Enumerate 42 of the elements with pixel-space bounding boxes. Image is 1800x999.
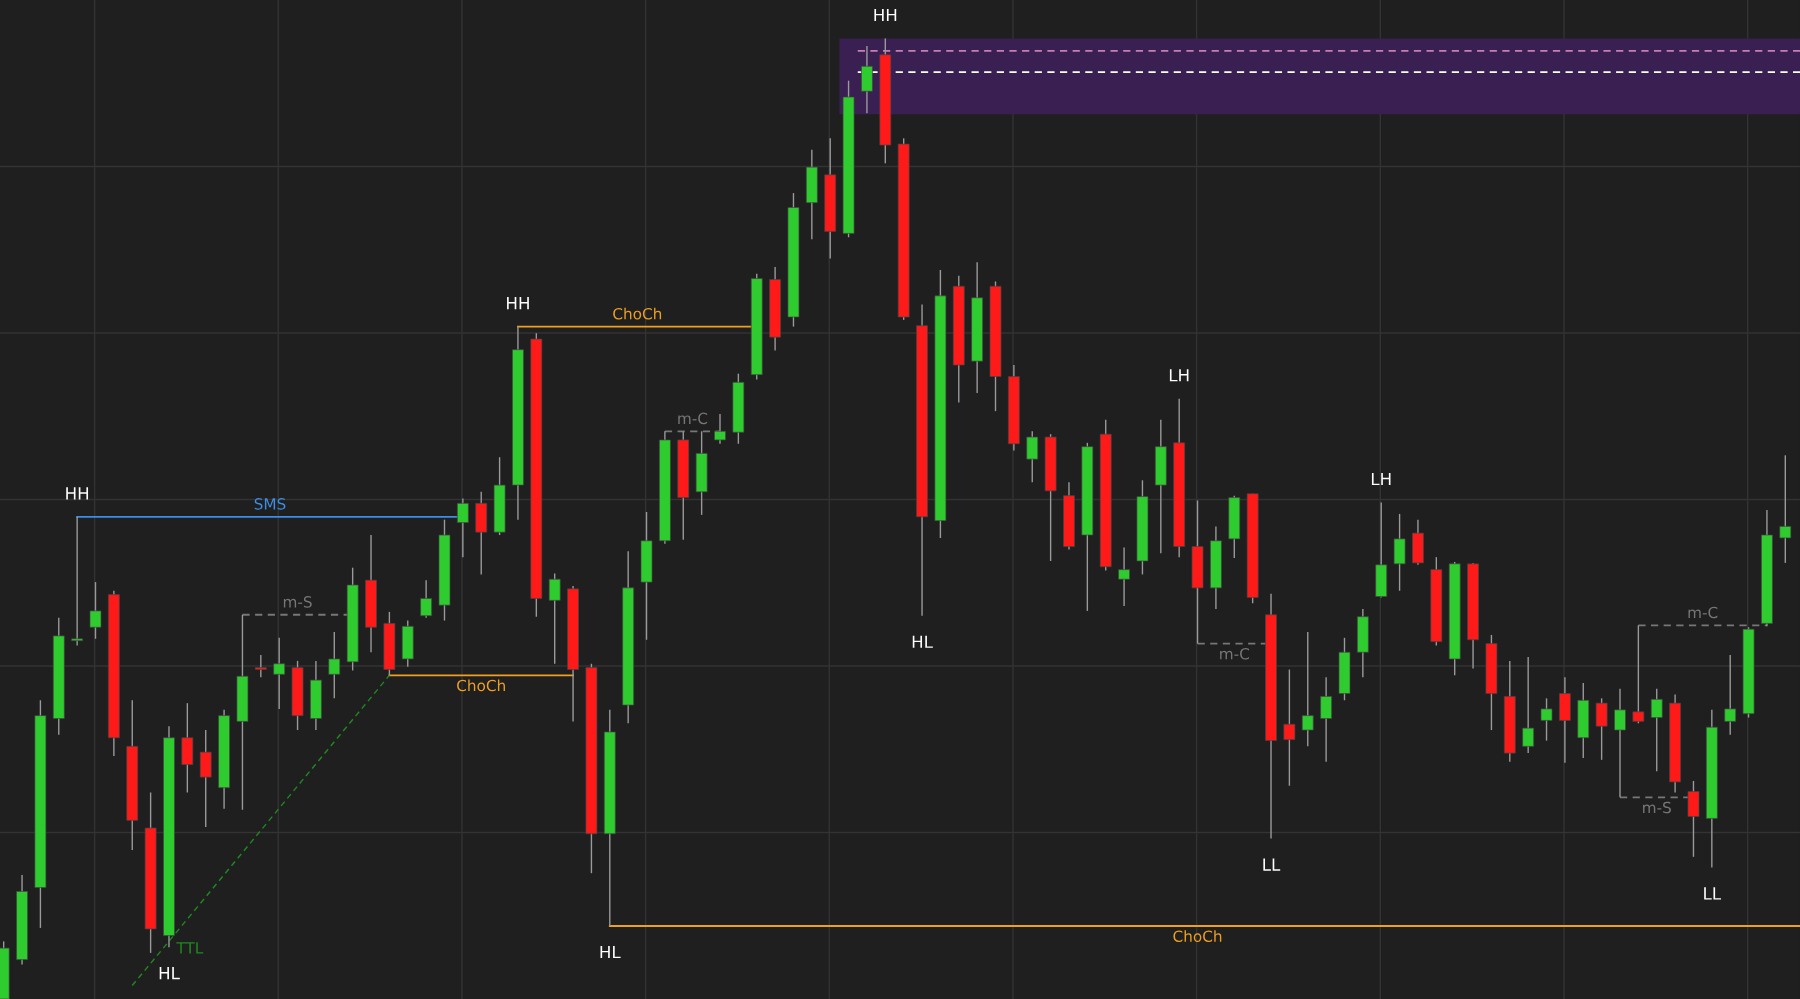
candlestick	[1724, 654, 1737, 736]
annotation: HL	[159, 967, 180, 980]
ref-line-label: m-S	[283, 596, 312, 608]
ref-line-label: m-S	[1643, 801, 1671, 814]
candlestick	[71, 516, 83, 647]
ref-line-label: m-C	[678, 412, 708, 425]
candlestick	[548, 572, 561, 665]
candlestick	[420, 579, 432, 619]
candlestick	[89, 581, 102, 640]
candlestick	[714, 413, 726, 445]
ref-line-label: m-C	[1688, 606, 1718, 619]
candlestick	[1118, 546, 1130, 607]
annotation: HL	[600, 945, 621, 959]
candlestick	[457, 497, 469, 558]
candlestick	[1026, 430, 1039, 483]
candlestick	[1595, 697, 1608, 761]
candlestick	[254, 654, 267, 678]
ref-line-label: m-C	[1220, 648, 1249, 660]
candlestick	[1632, 624, 1645, 725]
candlestick	[1320, 676, 1332, 763]
annotation: LL	[1263, 858, 1281, 871]
ref-line-label: SMS	[254, 498, 286, 510]
ref-line-label: ChoCh	[1173, 930, 1222, 942]
ref-line-label: ChoCh	[613, 307, 662, 320]
ref-line-label: ChoCh	[457, 679, 505, 692]
candlestick	[1650, 688, 1663, 773]
annotation: HH	[874, 8, 897, 22]
candlestick	[1301, 631, 1314, 748]
candlestick	[1522, 656, 1535, 754]
series-label: TTL	[176, 942, 204, 954]
annotation: LH	[1371, 472, 1391, 486]
candlestick	[1540, 697, 1553, 742]
candlestick	[328, 631, 341, 700]
annotation: LL	[1704, 887, 1722, 900]
candlestick	[273, 637, 286, 710]
candlestick	[1283, 668, 1296, 787]
annotation: HH	[66, 487, 89, 500]
candlestick	[1779, 454, 1792, 564]
candlestick	[1614, 688, 1626, 798]
annotation: HL	[912, 635, 933, 648]
annotation: LH	[1169, 369, 1189, 382]
annotation: HH	[507, 297, 529, 310]
